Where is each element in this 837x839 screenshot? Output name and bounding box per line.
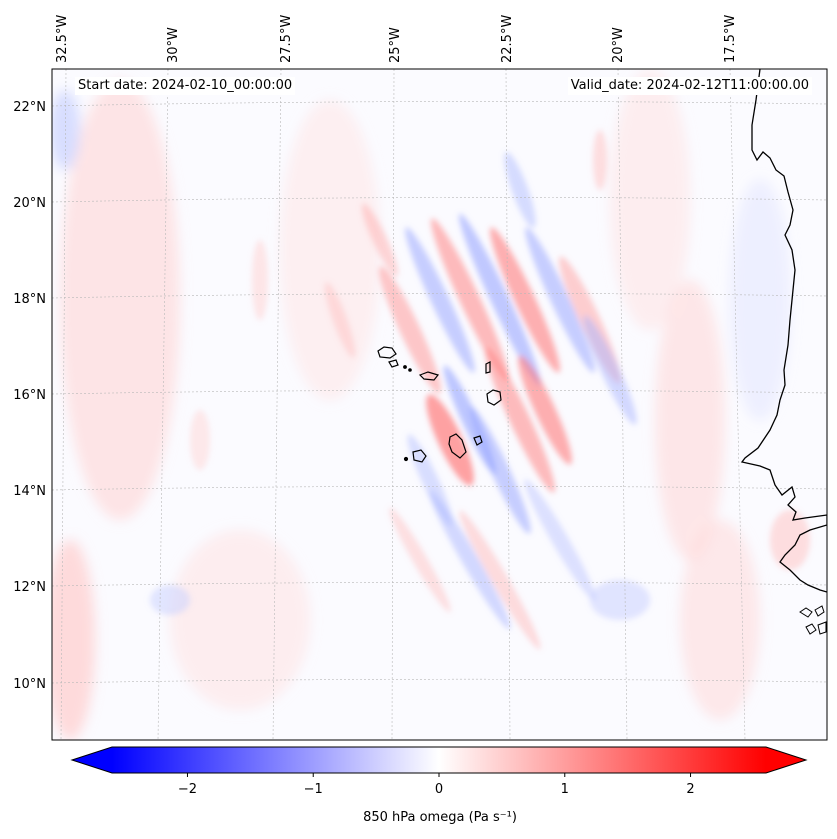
lon-label: 30°W bbox=[166, 27, 181, 63]
lat-label: 14°N bbox=[13, 484, 46, 499]
colorbar-outline bbox=[70, 746, 808, 774]
start-date-annotation: Start date: 2024-02-10_00:00:00 bbox=[75, 77, 296, 95]
lon-label: 22.5°W bbox=[500, 15, 515, 63]
omega-field bbox=[52, 70, 810, 740]
latitude-labels: 22°N 20°N 18°N 16°N 14°N 12°N 10°N bbox=[13, 100, 46, 692]
colorbar: −2 −1 0 1 2 850 hPa omega (Pa s⁻¹) bbox=[70, 746, 808, 825]
map-frame bbox=[51, 68, 828, 741]
colorbar-tick-label: 2 bbox=[686, 782, 694, 797]
colorbar-max-extension bbox=[766, 747, 806, 773]
colorbar-tick-label: 0 bbox=[435, 782, 443, 797]
colorbar-min-extension bbox=[72, 747, 112, 773]
lat-label: 22°N bbox=[13, 100, 46, 115]
lon-label: 25°W bbox=[388, 27, 403, 63]
colorbar-label: 850 hPa omega (Pa s⁻¹) bbox=[363, 810, 517, 825]
colorbar-tick-label: −2 bbox=[178, 782, 197, 797]
lon-label: 27.5°W bbox=[279, 15, 294, 63]
valid-date-annotation: Valid_date: 2024-02-12T11:00:00.00 bbox=[567, 77, 812, 95]
lat-label: 16°N bbox=[13, 388, 46, 403]
africa-coastline bbox=[740, 69, 827, 593]
gridlines bbox=[52, 69, 827, 740]
lon-label: 32.5°W bbox=[55, 15, 70, 63]
lat-label: 12°N bbox=[13, 580, 46, 595]
lon-label: 20°W bbox=[611, 27, 626, 63]
lat-label: 20°N bbox=[13, 196, 46, 211]
colorbar-tick-label: −1 bbox=[304, 782, 323, 797]
colorbar-ticks: −2 −1 0 1 2 bbox=[178, 773, 695, 797]
cape-verde-islands bbox=[377, 346, 502, 463]
colorbar-gradient bbox=[112, 747, 766, 773]
bissagos-islands bbox=[799, 605, 827, 635]
lon-label: 17.5°W bbox=[723, 15, 738, 63]
lat-label: 18°N bbox=[13, 292, 46, 307]
colorbar-tick-label: 1 bbox=[561, 782, 569, 797]
longitude-labels: 32.5°W 30°W 27.5°W 25°W 22.5°W 20°W 17.5… bbox=[55, 15, 738, 63]
lat-label: 10°N bbox=[13, 677, 46, 692]
